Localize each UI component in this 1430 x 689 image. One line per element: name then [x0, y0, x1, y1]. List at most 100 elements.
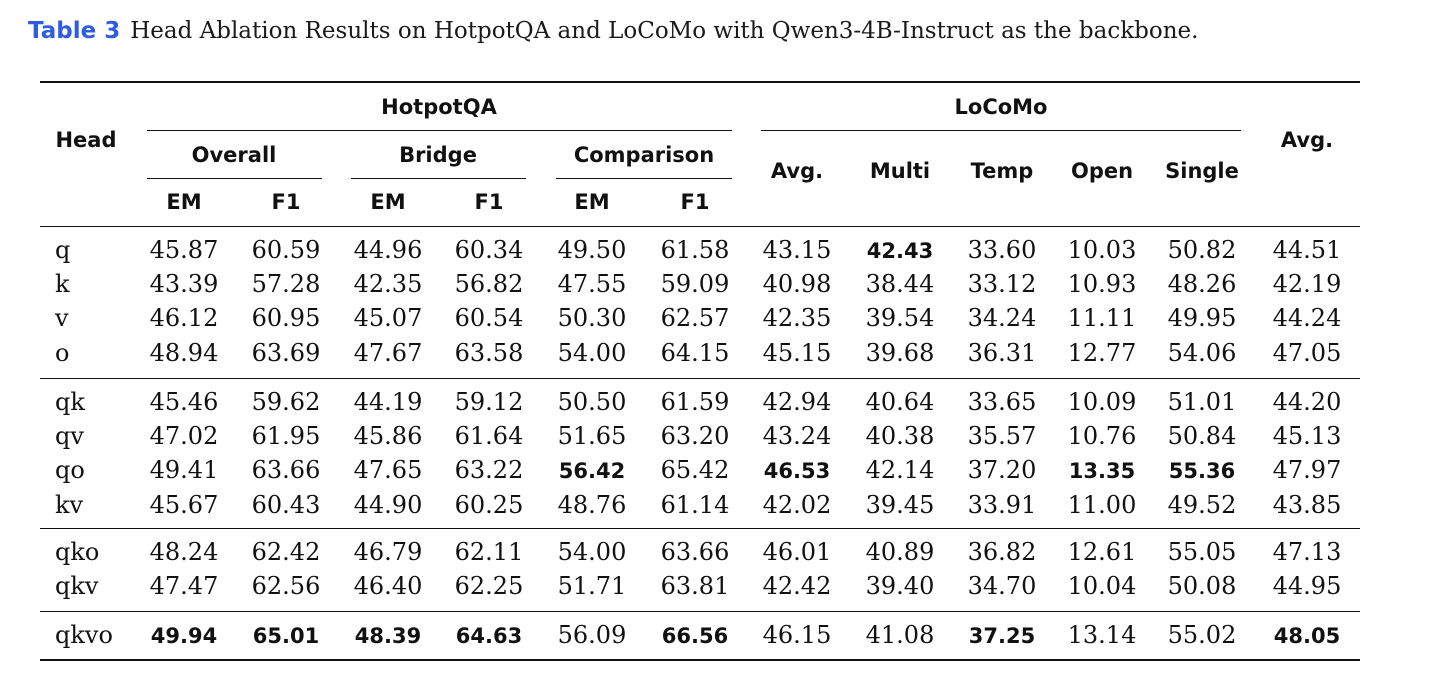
table-cell: 45.46 — [149, 388, 219, 416]
table-cell: 33.12 — [967, 270, 1037, 299]
table-cell: 43.24 — [762, 422, 832, 451]
table-cell: 35.57 — [967, 422, 1037, 451]
table-cell: 11.11 — [1067, 304, 1137, 333]
table-cell: 56.82 — [454, 270, 524, 299]
table-cell: 33.91 — [967, 490, 1037, 519]
table-cell: 45.13 — [1272, 422, 1342, 451]
table-cell: 54.06 — [1167, 338, 1237, 367]
bottom-rule — [40, 659, 1360, 661]
table-cell: 10.09 — [1067, 388, 1137, 416]
row-head: q — [55, 236, 71, 264]
table-cell: 61.95 — [251, 422, 321, 451]
table-cell: 39.45 — [865, 490, 935, 519]
table-cell: 48.76 — [557, 490, 627, 519]
table-cell: 33.60 — [967, 236, 1037, 264]
table-cell: 63.20 — [660, 422, 730, 451]
locomo-rule — [761, 130, 1241, 131]
table-cell: 43.39 — [149, 270, 219, 299]
header-multi: Multi — [869, 159, 931, 183]
table-cell: 49.41 — [149, 456, 219, 485]
table-cell: 42.14 — [865, 456, 935, 485]
table-cell: 60.54 — [454, 304, 524, 333]
row-head: v — [55, 304, 69, 333]
table-cell: 38.44 — [865, 270, 935, 299]
table-cell: 46.15 — [762, 621, 832, 649]
table-cell: 50.50 — [557, 388, 627, 416]
table-cell: 63.58 — [454, 338, 524, 367]
table-cell: 45.15 — [762, 338, 832, 367]
header-locomo: LoCoMo — [954, 95, 1048, 119]
table-cell: 36.31 — [967, 338, 1037, 367]
table-cell: 42.42 — [762, 572, 832, 601]
table-cell: 60.59 — [251, 236, 321, 264]
row-head: kv — [55, 490, 84, 519]
table-cell: 48.39 — [354, 624, 422, 648]
table-cell: 51.65 — [557, 422, 627, 451]
table-cell: 44.51 — [1272, 236, 1342, 264]
header-f1: F1 — [474, 190, 504, 214]
header-hotpotqa: HotpotQA — [381, 95, 497, 119]
table-cell: 39.68 — [865, 338, 935, 367]
header-comparison: Comparison — [573, 143, 715, 167]
table-cell: 55.05 — [1167, 538, 1237, 566]
table-cell: 10.93 — [1067, 270, 1137, 299]
header-temp: Temp — [970, 159, 1034, 183]
table-cell: 54.00 — [557, 338, 627, 367]
table-cell: 55.02 — [1167, 621, 1237, 649]
table-cell: 57.28 — [251, 270, 321, 299]
table-cell: 60.25 — [454, 490, 524, 519]
table-cell: 39.54 — [865, 304, 935, 333]
table-cell: 40.89 — [865, 538, 935, 566]
table-cell: 46.40 — [353, 572, 423, 601]
table-cell: 47.97 — [1272, 456, 1342, 485]
table-cell: 50.84 — [1167, 422, 1237, 451]
table-cell: 50.82 — [1167, 236, 1237, 264]
table-cell: 65.01 — [252, 624, 320, 648]
table-cell: 46.79 — [353, 538, 423, 566]
table-cell: 13.35 — [1068, 459, 1136, 484]
table-cell: 47.65 — [353, 456, 423, 485]
header-em: EM — [574, 190, 610, 214]
table-cell: 59.12 — [454, 388, 524, 416]
table-cell: 63.22 — [454, 456, 524, 485]
row-head: qko — [55, 538, 100, 566]
table-cell: 47.55 — [557, 270, 627, 299]
table-cell: 51.71 — [557, 572, 627, 601]
table-cell: 44.96 — [353, 236, 423, 264]
hotpotqa-rule — [147, 130, 732, 131]
table-caption: Table 3 Head Ablation Results on HotpotQA… — [28, 18, 1198, 44]
table-cell: 33.65 — [967, 388, 1037, 416]
group-rule-1 — [40, 378, 1360, 379]
table-cell: 45.86 — [353, 422, 423, 451]
table-cell: 49.95 — [1167, 304, 1237, 333]
group-rule-2 — [40, 528, 1360, 529]
row-head: o — [55, 338, 70, 367]
table-cell: 64.15 — [660, 338, 730, 367]
header-em: EM — [166, 190, 202, 214]
table-cell: 48.24 — [149, 538, 219, 566]
table-cell: 45.87 — [149, 236, 219, 264]
header-locomo-avg: Avg. — [770, 159, 824, 183]
table-cell: 48.05 — [1273, 624, 1341, 648]
table-cell: 46.01 — [762, 538, 832, 566]
table-cell: 61.58 — [660, 236, 730, 264]
table-cell: 34.70 — [967, 572, 1037, 601]
table-cell: 37.25 — [968, 624, 1036, 648]
table-cell: 48.26 — [1167, 270, 1237, 299]
table-cell: 63.66 — [660, 538, 730, 566]
table-label: Table 3 — [28, 18, 121, 44]
table-cell: 51.01 — [1167, 388, 1237, 416]
table-cell: 12.61 — [1067, 538, 1137, 566]
header-open: Open — [1070, 159, 1134, 183]
table-cell: 49.50 — [557, 236, 627, 264]
table-cell: 44.19 — [353, 388, 423, 416]
table-cell: 46.53 — [763, 459, 831, 484]
bridge-rule — [351, 178, 526, 179]
header-overall: Overall — [191, 143, 277, 167]
row-head: qk — [55, 388, 85, 416]
table-cell: 63.81 — [660, 572, 730, 601]
table-cell: 36.82 — [967, 538, 1037, 566]
header-bridge: Bridge — [399, 143, 477, 167]
table-cell: 64.63 — [455, 624, 523, 648]
header-single: Single — [1165, 159, 1239, 183]
